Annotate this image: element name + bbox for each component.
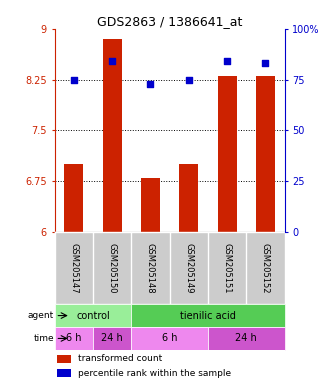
Text: time: time — [33, 334, 54, 343]
Point — [110, 58, 115, 65]
Bar — [64, 164, 83, 232]
Title: GDS2863 / 1386641_at: GDS2863 / 1386641_at — [97, 15, 242, 28]
Text: GSM205149: GSM205149 — [184, 243, 193, 293]
Text: 24 h: 24 h — [101, 333, 123, 343]
Point — [71, 76, 76, 83]
Bar — [208, 327, 285, 350]
Text: 6 h: 6 h — [66, 333, 81, 343]
Bar — [103, 39, 122, 232]
Text: 6 h: 6 h — [162, 333, 177, 343]
Bar — [217, 76, 237, 232]
Point — [186, 76, 191, 83]
Point — [148, 81, 153, 87]
Bar — [55, 304, 131, 327]
Text: control: control — [76, 311, 110, 321]
Bar — [179, 164, 198, 232]
Point — [224, 58, 230, 65]
Bar — [57, 369, 71, 377]
Text: GSM205148: GSM205148 — [146, 243, 155, 293]
Text: tienilic acid: tienilic acid — [180, 311, 236, 321]
Text: GSM205152: GSM205152 — [261, 243, 270, 293]
Text: agent: agent — [27, 311, 54, 320]
Point — [263, 60, 268, 66]
Bar — [141, 178, 160, 232]
Bar — [93, 327, 131, 350]
Text: transformed count: transformed count — [77, 354, 162, 363]
Text: 24 h: 24 h — [235, 333, 257, 343]
Text: GSM205150: GSM205150 — [108, 243, 117, 293]
Text: percentile rank within the sample: percentile rank within the sample — [77, 369, 231, 377]
Bar — [131, 327, 208, 350]
Bar — [256, 76, 275, 232]
Bar — [57, 355, 71, 363]
Bar — [55, 327, 93, 350]
Text: GSM205151: GSM205151 — [223, 243, 232, 293]
Bar — [131, 304, 285, 327]
Text: GSM205147: GSM205147 — [69, 243, 78, 293]
